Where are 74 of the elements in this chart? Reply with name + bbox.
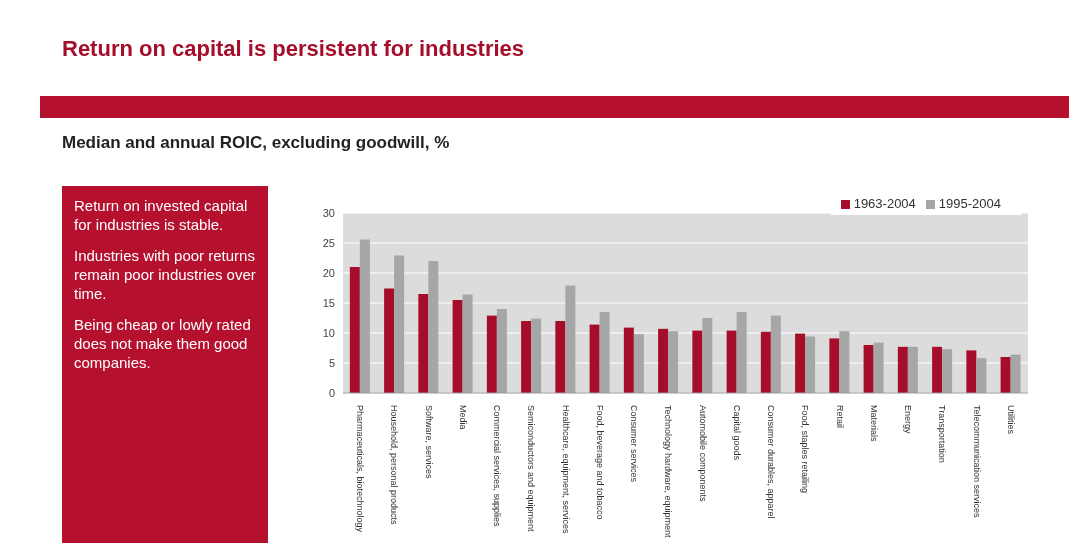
bar xyxy=(839,331,850,393)
bar xyxy=(702,318,713,393)
y-tick-label: 20 xyxy=(322,266,335,279)
legend-label: 1995-2004 xyxy=(938,196,1001,211)
x-tick-label: Telecommunication services xyxy=(971,405,982,519)
x-tick-label: Media xyxy=(457,405,468,430)
bar xyxy=(486,315,497,393)
x-tick-label: Healthcare, equipment, services xyxy=(560,405,571,535)
bar xyxy=(599,312,610,393)
bar xyxy=(1010,354,1021,393)
x-tick-label: Pharmaceuticals, biotechnology xyxy=(355,405,366,533)
bar xyxy=(623,327,634,393)
x-tick-label: Food, staples retailing xyxy=(800,405,811,494)
x-tick-label: Household, personal products xyxy=(389,405,400,526)
y-tick-label: 15 xyxy=(322,296,335,309)
bar xyxy=(760,331,771,393)
x-tick-label: Capital goods xyxy=(731,405,742,461)
legend-label: 1963-2004 xyxy=(853,196,916,211)
bar xyxy=(589,324,600,393)
bar xyxy=(692,330,703,393)
bar xyxy=(521,321,532,393)
bar xyxy=(555,321,566,393)
bar xyxy=(1000,357,1011,393)
bar xyxy=(658,328,669,393)
bar xyxy=(668,331,679,393)
bar xyxy=(462,294,473,393)
bar xyxy=(359,239,370,393)
text: Return on invested capital for industries is stable. xyxy=(74,196,249,234)
bar xyxy=(795,333,806,393)
x-tick-label: Food, beverage and tobacco xyxy=(594,405,605,520)
bar xyxy=(805,336,816,393)
bar xyxy=(942,349,953,393)
bar xyxy=(770,315,781,393)
chart-title: Return on capital is persistent for industries xyxy=(62,36,525,62)
bar xyxy=(418,294,429,393)
x-tick-label: Software, services xyxy=(423,405,434,480)
bar xyxy=(966,350,977,393)
x-tick-label: Commercial services, supplies xyxy=(492,405,503,528)
bar xyxy=(736,312,747,393)
bar xyxy=(633,334,644,393)
y-tick-label: 5 xyxy=(328,356,335,369)
y-tick-label: 10 xyxy=(322,326,335,339)
bar xyxy=(394,255,405,393)
bar xyxy=(976,358,987,393)
bar xyxy=(384,288,395,393)
y-tick-label: 30 xyxy=(322,206,335,219)
bar xyxy=(907,346,918,393)
bar xyxy=(873,342,884,393)
bar xyxy=(829,338,840,393)
bar xyxy=(565,285,576,393)
bar xyxy=(349,267,360,393)
bar xyxy=(531,318,542,393)
text: Industries with poor returns remain poor industries over time. xyxy=(74,246,256,303)
x-tick-label: Energy xyxy=(903,405,914,435)
x-tick-label: Utilities xyxy=(1005,405,1016,435)
x-tick-label: Materials xyxy=(868,405,879,443)
x-tick-label: Consumer durables, apparel xyxy=(766,405,777,519)
x-tick-label: Retail xyxy=(834,405,845,429)
x-tick-label: Automobile components xyxy=(697,405,708,503)
x-tick-label: Semiconductors and equipment xyxy=(526,405,537,533)
bar xyxy=(897,346,908,393)
bar xyxy=(863,345,874,393)
y-tick-label: 0 xyxy=(328,386,335,399)
chart-subtitle: Median and annual ROIC, excluding goodwill, % xyxy=(62,133,450,153)
text: Being cheap or lowly rated does not make them good companies. xyxy=(74,315,252,372)
bar xyxy=(932,346,943,393)
bar xyxy=(726,330,737,393)
bar xyxy=(496,309,507,393)
bar xyxy=(452,300,463,393)
bar xyxy=(428,261,439,393)
x-tick-label: Consumer services xyxy=(629,405,640,483)
x-tick-label: Technology hardware, equipment xyxy=(663,405,674,539)
y-tick-label: 25 xyxy=(322,236,335,249)
x-tick-label: Transportation xyxy=(937,405,948,463)
